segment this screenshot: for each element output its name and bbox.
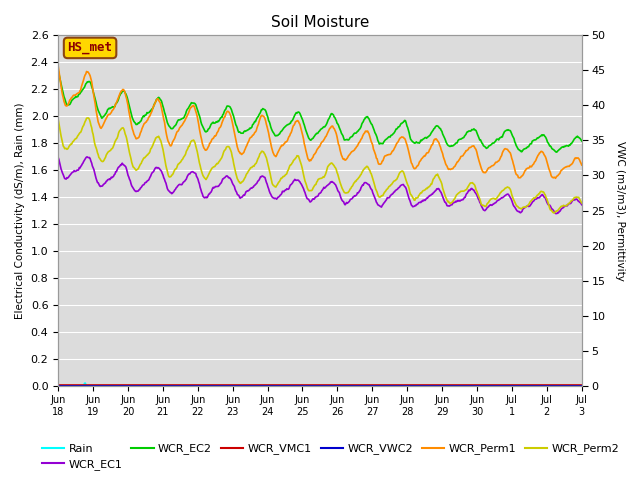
Legend: Rain, WCR_EC1, WCR_EC2, WCR_VMC1, WCR_VWC2, WCR_Perm1, WCR_Perm2: Rain, WCR_EC1, WCR_EC2, WCR_VMC1, WCR_VW… [38, 439, 624, 474]
Title: Soil Moisture: Soil Moisture [271, 15, 369, 30]
Text: HS_met: HS_met [68, 41, 113, 54]
Y-axis label: VWC (m3/m3), Permittivity: VWC (m3/m3), Permittivity [615, 141, 625, 280]
Y-axis label: Electrical Conductivity (dS/m), Rain (mm): Electrical Conductivity (dS/m), Rain (mm… [15, 102, 25, 319]
